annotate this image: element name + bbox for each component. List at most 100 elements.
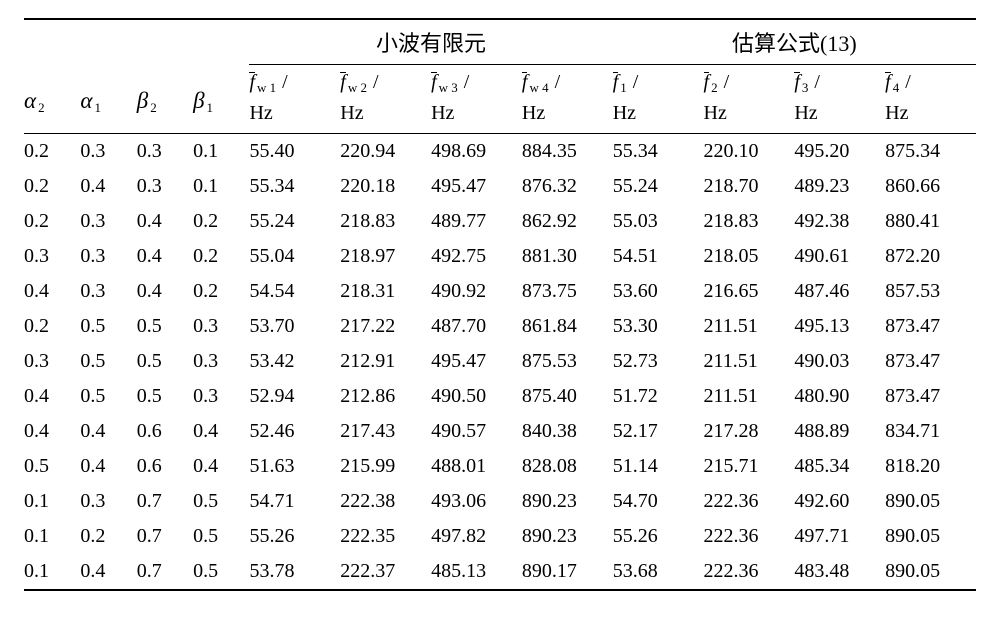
cell-w1: 55.34	[249, 169, 340, 204]
table-header: 小波有限元 估算公式(13) α2 α1 β2 β1 fw 1/ fw 2/ f…	[24, 19, 976, 134]
cell-e1: 51.14	[613, 449, 704, 484]
cell-w2: 212.86	[340, 379, 431, 414]
cell-a1: 0.3	[80, 274, 136, 309]
cell-e4: 890.05	[885, 554, 976, 590]
cell-w4: 840.38	[522, 414, 613, 449]
cell-a1: 0.4	[80, 449, 136, 484]
cell-e1: 54.70	[613, 484, 704, 519]
cell-w1: 52.46	[249, 414, 340, 449]
cell-b1: 0.1	[193, 134, 249, 170]
cell-b2: 0.5	[137, 309, 193, 344]
col-fw3: fw 3/	[431, 65, 522, 97]
cell-w4: 875.53	[522, 344, 613, 379]
cell-w1: 52.94	[249, 379, 340, 414]
cell-w4: 890.23	[522, 484, 613, 519]
cell-e2: 216.65	[704, 274, 795, 309]
col-fw4: fw 4/	[522, 65, 613, 97]
cell-a2: 0.3	[24, 239, 80, 274]
cell-w3: 488.01	[431, 449, 522, 484]
cell-b2: 0.7	[137, 484, 193, 519]
cell-b1: 0.3	[193, 344, 249, 379]
table-row: 0.10.40.70.553.78222.37485.13890.1753.68…	[24, 554, 976, 590]
cell-a2: 0.1	[24, 519, 80, 554]
cell-w2: 220.18	[340, 169, 431, 204]
cell-a1: 0.4	[80, 169, 136, 204]
cell-a1: 0.2	[80, 519, 136, 554]
cell-e3: 483.48	[794, 554, 885, 590]
table-row: 0.30.30.40.255.04218.97492.75881.3054.51…	[24, 239, 976, 274]
cell-e1: 52.73	[613, 344, 704, 379]
table-container: 小波有限元 估算公式(13) α2 α1 β2 β1 fw 1/ fw 2/ f…	[0, 0, 1000, 591]
cell-w1: 54.71	[249, 484, 340, 519]
unit-f1: Hz	[613, 96, 704, 134]
table-row: 0.10.30.70.554.71222.38493.06890.2354.70…	[24, 484, 976, 519]
cell-e4: 890.05	[885, 519, 976, 554]
cell-a2: 0.1	[24, 484, 80, 519]
cell-w2: 217.43	[340, 414, 431, 449]
cell-e2: 211.51	[704, 344, 795, 379]
cell-w1: 55.26	[249, 519, 340, 554]
cell-w1: 55.04	[249, 239, 340, 274]
cell-w3: 495.47	[431, 169, 522, 204]
cell-b1: 0.4	[193, 414, 249, 449]
table-row: 0.40.40.60.452.46217.43490.57840.3852.17…	[24, 414, 976, 449]
table-row: 0.40.30.40.254.54218.31490.92873.7553.60…	[24, 274, 976, 309]
cell-a2: 0.2	[24, 309, 80, 344]
cell-b1: 0.5	[193, 554, 249, 590]
cell-e2: 211.51	[704, 309, 795, 344]
cell-w3: 497.82	[431, 519, 522, 554]
cell-e3: 490.61	[794, 239, 885, 274]
cell-w3: 495.47	[431, 344, 522, 379]
cell-w1: 53.42	[249, 344, 340, 379]
cell-a1: 0.3	[80, 484, 136, 519]
cell-b2: 0.3	[137, 134, 193, 170]
cell-b1: 0.2	[193, 274, 249, 309]
cell-w2: 218.97	[340, 239, 431, 274]
cell-w3: 489.77	[431, 204, 522, 239]
cell-w3: 487.70	[431, 309, 522, 344]
cell-e2: 220.10	[704, 134, 795, 170]
cell-e3: 497.71	[794, 519, 885, 554]
cell-w4: 890.23	[522, 519, 613, 554]
cell-w4: 881.30	[522, 239, 613, 274]
cell-a1: 0.4	[80, 554, 136, 590]
table-row: 0.30.50.50.353.42212.91495.47875.5352.73…	[24, 344, 976, 379]
col-alpha2: α2	[24, 65, 80, 134]
col-alpha1: α1	[80, 65, 136, 134]
cell-w1: 53.70	[249, 309, 340, 344]
cell-e4: 880.41	[885, 204, 976, 239]
cell-e4: 872.20	[885, 239, 976, 274]
cell-a1: 0.5	[80, 379, 136, 414]
cell-e1: 55.34	[613, 134, 704, 170]
cell-w4: 861.84	[522, 309, 613, 344]
cell-w4: 875.40	[522, 379, 613, 414]
cell-e1: 52.17	[613, 414, 704, 449]
unit-fw1: Hz	[249, 96, 340, 134]
cell-b2: 0.5	[137, 344, 193, 379]
unit-fw2: Hz	[340, 96, 431, 134]
cell-e3: 485.34	[794, 449, 885, 484]
col-beta1: β1	[193, 65, 249, 134]
cell-e3: 495.20	[794, 134, 885, 170]
cell-w2: 215.99	[340, 449, 431, 484]
cell-w1: 54.54	[249, 274, 340, 309]
cell-e3: 487.46	[794, 274, 885, 309]
cell-e4: 873.47	[885, 379, 976, 414]
cell-b2: 0.5	[137, 379, 193, 414]
cell-w2: 222.35	[340, 519, 431, 554]
cell-w2: 217.22	[340, 309, 431, 344]
cell-w2: 220.94	[340, 134, 431, 170]
col-fw2: fw 2/	[340, 65, 431, 97]
cell-b2: 0.6	[137, 414, 193, 449]
cell-b2: 0.4	[137, 204, 193, 239]
col-f2: f2/	[704, 65, 795, 97]
cell-w3: 485.13	[431, 554, 522, 590]
col-f1: f1/	[613, 65, 704, 97]
unit-f4: Hz	[885, 96, 976, 134]
cell-e1: 55.24	[613, 169, 704, 204]
col-beta2: β2	[137, 65, 193, 134]
cell-e1: 54.51	[613, 239, 704, 274]
col-fw1: fw 1/	[249, 65, 340, 97]
cell-w3: 493.06	[431, 484, 522, 519]
table-row: 0.20.50.50.353.70217.22487.70861.8453.30…	[24, 309, 976, 344]
